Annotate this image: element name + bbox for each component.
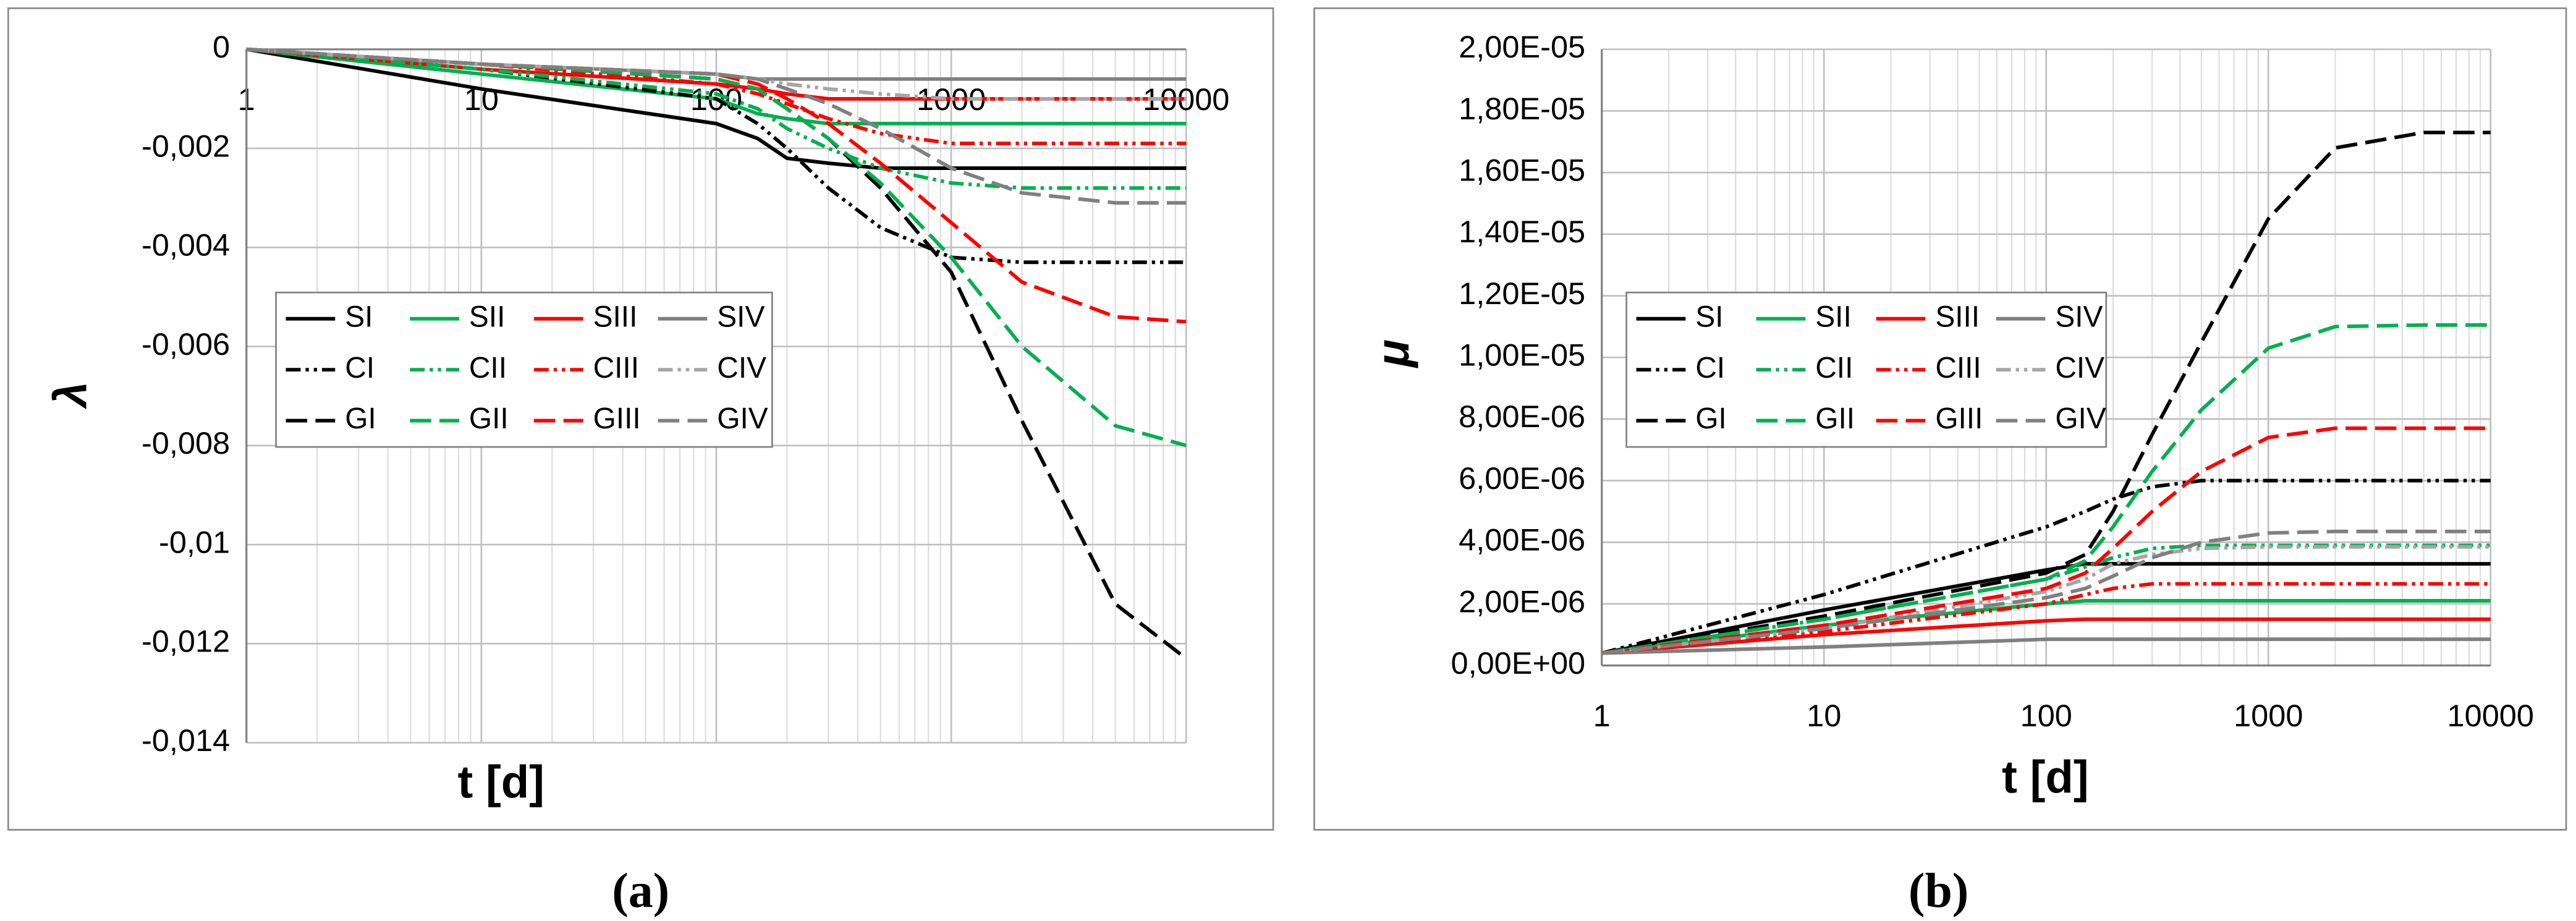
y-tick-label: 1,80E-05 [1459, 91, 1585, 126]
y-tick-label: 1,60E-05 [1459, 153, 1585, 188]
legend-label: SI [1695, 300, 1723, 333]
y-tick-label: 4,00E-06 [1459, 522, 1585, 558]
y-tick-label: -0,01 [159, 524, 230, 559]
x-axis-title: t [d] [2002, 751, 2088, 802]
legend-label: CIII [593, 352, 639, 384]
x-tick-label: 1 [1593, 698, 1611, 733]
series-line [1601, 582, 2491, 655]
y-tick-label: -0,012 [142, 624, 230, 659]
legend-label: CIV [2055, 352, 2104, 384]
x-axis-title: t [d] [458, 756, 544, 807]
legend-label: CIII [1935, 352, 1981, 384]
legend-label: GIV [2055, 402, 2106, 435]
series-line [1601, 617, 2491, 655]
legend-label: SIII [1935, 300, 1980, 333]
series-line [1601, 545, 2491, 655]
series-line [1601, 323, 2491, 655]
legend-label: CI [345, 352, 375, 384]
legend-label: CI [1695, 352, 1725, 384]
series-line [1601, 478, 2491, 655]
legend-label: SIV [2055, 300, 2103, 333]
legend-label: GII [469, 402, 509, 435]
y-tick-label: 1,00E-05 [1459, 337, 1585, 373]
y-tick-label: 8,00E-06 [1459, 399, 1585, 434]
legend-label: SII [469, 300, 505, 333]
legend-label: SIV [717, 300, 765, 333]
legend-label: GIV [717, 402, 768, 435]
x-tick-label: 100 [2020, 698, 2072, 733]
y-tick-label: 1,20E-05 [1459, 276, 1585, 311]
series-line [1601, 529, 2491, 655]
y-tick-label: 0,00E+00 [1451, 645, 1585, 681]
y-axis-title: λ [44, 381, 96, 409]
y-tick-label: -0,004 [142, 227, 230, 263]
panel-caption: (b) [1909, 864, 1968, 918]
y-tick-label: -0,006 [142, 326, 230, 362]
series-line [246, 47, 1187, 145]
legend-label: CII [469, 352, 507, 384]
y-tick-label: 2,00E-06 [1459, 584, 1585, 619]
series-line [246, 47, 1187, 265]
y-tick-label: 1,40E-05 [1459, 214, 1585, 249]
series-line [1601, 599, 2491, 655]
series-line [246, 47, 1187, 205]
legend-label: GIII [593, 402, 641, 435]
legend-label: SII [1815, 300, 1851, 333]
panel-caption: (a) [612, 864, 669, 918]
series-line [1601, 637, 2491, 655]
y-tick-label: 6,00E-06 [1459, 460, 1585, 496]
legend-label: GIII [1935, 402, 1983, 435]
series-line [1601, 130, 2491, 655]
y-tick-label: -0,002 [142, 128, 230, 163]
y-tick-label: -0,014 [142, 723, 230, 758]
x-tick-label: 10000 [2447, 698, 2534, 733]
legend-label: GI [345, 402, 376, 435]
y-tick-label: 2,00E-05 [1459, 29, 1585, 64]
legend-label: GI [1695, 402, 1726, 435]
legend-label: GII [1815, 402, 1855, 435]
x-tick-label: 10 [1807, 698, 1841, 733]
legend-label: SI [345, 300, 373, 333]
legend-label: SIII [593, 300, 638, 333]
series-line [246, 47, 1187, 171]
series-line [1601, 562, 2491, 655]
series-line [246, 47, 1187, 448]
series-line [1601, 426, 2491, 655]
y-tick-label: 0 [213, 29, 230, 64]
legend-label: CIV [717, 352, 766, 384]
y-tick-label: -0,008 [142, 425, 230, 460]
x-tick-label: 1000 [2234, 698, 2303, 733]
legend-label: CII [1815, 352, 1853, 384]
y-axis-title: μ [1367, 339, 1418, 368]
